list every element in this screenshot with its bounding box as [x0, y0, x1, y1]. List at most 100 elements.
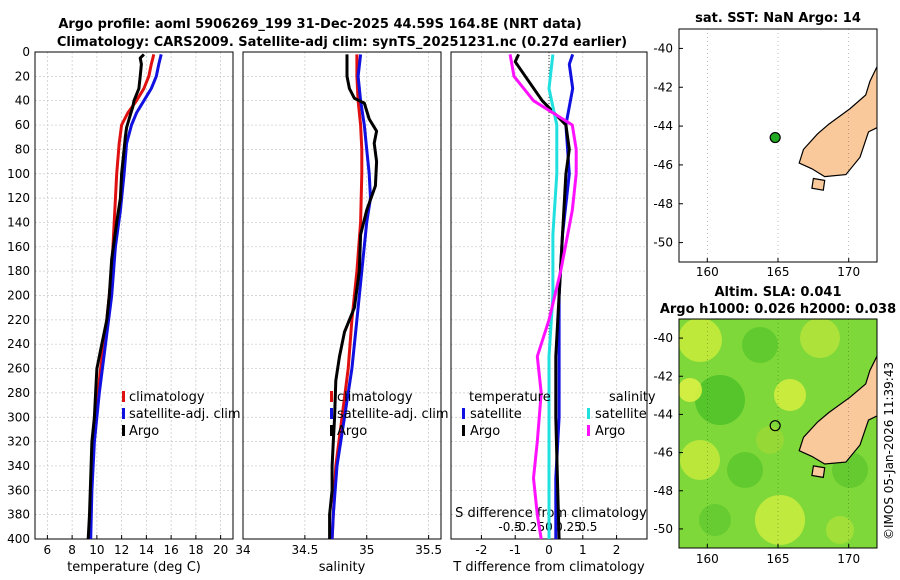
- map-y-tick-label: -46: [653, 158, 673, 172]
- x-tick-label: 14: [139, 543, 154, 557]
- y-tick-label: 280: [7, 386, 30, 400]
- x-tick-label: 35.5: [415, 543, 442, 557]
- stewart-island-landmass: [811, 465, 826, 479]
- sla-patch: [826, 516, 854, 544]
- legend-swatch: [330, 391, 333, 402]
- legend-swatch: [587, 408, 590, 419]
- x-tick-label: 20: [213, 543, 228, 557]
- y-tick-label: 300: [7, 410, 30, 424]
- x-tick-label: 8: [68, 543, 76, 557]
- sla-patch: [679, 378, 702, 402]
- y-tick-label: 60: [15, 118, 30, 132]
- map-content: [679, 319, 877, 548]
- x-tick-label: 34: [235, 543, 250, 557]
- y-tick-label: 100: [7, 167, 30, 181]
- main-title-line2: Climatology: CARS2009. Satellite-adj cli…: [57, 35, 627, 50]
- x-tick-label: 6: [44, 543, 52, 557]
- y-tick-label: 0: [22, 45, 30, 59]
- legend-swatch: [122, 425, 125, 436]
- main-title-line1: Argo profile: aoml 5906269_199 31-Dec-20…: [58, 17, 581, 32]
- legend-label: Argo: [470, 424, 500, 439]
- legend-swatch: [330, 425, 333, 436]
- x-tick-label: 34.5: [292, 543, 319, 557]
- y-tick-label: 380: [7, 508, 30, 522]
- x-tick-label: 10: [89, 543, 104, 557]
- stewart-island-landmass: [811, 177, 826, 191]
- series-satellite-adj-clim: [330, 54, 372, 540]
- series-t-argo: [513, 53, 571, 540]
- x-tick-label: -2: [475, 543, 487, 557]
- legend-swatch: [462, 408, 465, 419]
- sla-patch: [756, 426, 784, 454]
- axes-box: [242, 51, 442, 540]
- south-island-landmass: [798, 65, 877, 178]
- legend-swatch: [587, 425, 590, 436]
- y-tick-label: 40: [15, 94, 30, 108]
- axes-box: [34, 51, 234, 540]
- legend-label: climatology: [129, 390, 205, 405]
- legend-label: satellite-adj. clim: [337, 407, 449, 422]
- series-s-satellite: [547, 54, 559, 539]
- s-tick-label: -0.5: [498, 520, 521, 534]
- legend-title-salinity: salinity: [609, 390, 656, 405]
- s-tick-label: 0.5: [578, 520, 597, 534]
- x-tick-label: 2: [613, 543, 621, 557]
- y-tick-label: 260: [7, 362, 30, 376]
- legend-swatch: [330, 408, 333, 419]
- map-x-tick-label: 160: [696, 265, 719, 279]
- y-tick-label: 400: [7, 532, 30, 546]
- map-sla_map: -40 -42 -44 -46 -48 -50 160 165 170: [653, 318, 878, 566]
- map-y-tick-label: -50: [653, 236, 673, 250]
- s-axis-label: S difference from climatology: [455, 506, 647, 521]
- x-tick-label: 0: [545, 543, 553, 557]
- y-tick-label: 220: [7, 313, 30, 327]
- sla-patch: [699, 504, 731, 536]
- y-tick-label: 180: [7, 264, 30, 278]
- argo-float-marker: [769, 131, 781, 144]
- sla-map-subtitle: Argo h1000: 0.026 h2000: 0.038: [660, 302, 896, 317]
- south-island-landmass: [798, 354, 877, 465]
- panel-salinity: 34 34.5 35 35.5 salinity climatology satellite…: [235, 51, 449, 575]
- x-axis-label: salinity: [319, 560, 366, 575]
- sla-patch: [774, 379, 806, 411]
- x-tick-label: 1: [579, 543, 587, 557]
- x-axis-label: T difference from climatology: [452, 560, 645, 575]
- x-tick-label: 16: [163, 543, 178, 557]
- map-y-tick-label: -46: [653, 446, 673, 460]
- sst-map-title: sat. SST: NaN Argo: 14: [695, 11, 861, 26]
- sla-patch: [679, 319, 722, 362]
- y-tick-label: 20: [15, 69, 30, 83]
- map-y-tick-label: -44: [653, 407, 673, 421]
- legend-label: satellite-adj. clim: [129, 407, 241, 422]
- y-tick-label: 80: [15, 142, 30, 156]
- map-y-tick-label: -48: [653, 484, 673, 498]
- legend-swatch: [122, 408, 125, 419]
- legend-label: Argo: [129, 424, 159, 439]
- map-x-tick-label: 165: [767, 552, 790, 566]
- y-tick-label: 360: [7, 483, 30, 497]
- sla-patch: [742, 327, 778, 363]
- map-x-tick-label: 170: [837, 552, 860, 566]
- map-y-tick-label: -48: [653, 197, 673, 211]
- sla-map-title: Altim. SLA: 0.041: [715, 285, 842, 300]
- map-y-tick-label: -50: [653, 522, 673, 536]
- legend-label: satellite: [470, 407, 522, 422]
- legend-label: climatology: [337, 390, 413, 405]
- y-tick-label: 120: [7, 191, 30, 205]
- legend-label: Argo: [595, 424, 625, 439]
- argo-float-marker: [769, 420, 781, 432]
- y-tick-label: 200: [7, 289, 30, 303]
- series-argo: [328, 54, 379, 539]
- legend-label: satellite: [595, 407, 647, 422]
- panel-temperature: 6 8 10 12 14 16 18 20 temperature (deg C) 0 20 40 60…: [7, 45, 241, 575]
- series-s-argo: [508, 54, 578, 540]
- legend-swatch: [462, 425, 465, 436]
- sla-patch: [727, 452, 763, 488]
- map-sst_map: -40 -42 -44 -46 -48 -50 160 165 170: [653, 28, 878, 279]
- s-tick-label: 0.25: [555, 520, 582, 534]
- sla-patch: [800, 319, 840, 358]
- y-tick-label: 340: [7, 459, 30, 473]
- imos-stamp: ©IMOS 05-Jan-2026 11:39:43: [882, 362, 896, 540]
- y-tick-label: 140: [7, 215, 30, 229]
